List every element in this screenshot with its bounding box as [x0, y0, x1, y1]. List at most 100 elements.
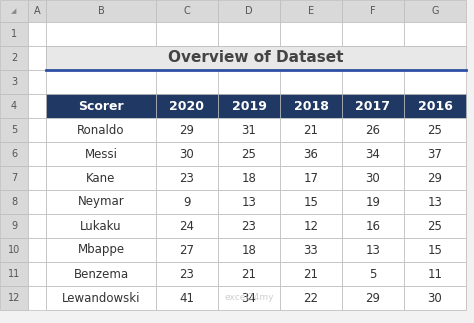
- Bar: [156, 286, 218, 310]
- Text: 30: 30: [180, 148, 194, 161]
- Text: 8: 8: [11, 197, 17, 207]
- Bar: [0, 22, 28, 46]
- Bar: [46, 118, 156, 142]
- Bar: [28, 214, 46, 238]
- Text: 22: 22: [303, 291, 319, 305]
- Text: 1: 1: [11, 29, 17, 39]
- Bar: [404, 142, 466, 166]
- Bar: [156, 118, 218, 142]
- Bar: [218, 166, 280, 190]
- Text: 29: 29: [428, 172, 443, 184]
- Bar: [404, 262, 466, 286]
- Text: 31: 31: [242, 123, 256, 137]
- Bar: [342, 46, 404, 70]
- Bar: [218, 22, 280, 46]
- Bar: [342, 166, 404, 190]
- Bar: [280, 238, 342, 262]
- Text: 25: 25: [428, 123, 442, 137]
- Text: 11: 11: [8, 269, 20, 279]
- Text: 2: 2: [11, 53, 17, 63]
- Bar: [156, 190, 218, 214]
- Bar: [218, 94, 280, 118]
- Bar: [404, 214, 466, 238]
- Bar: [342, 190, 404, 214]
- Text: C: C: [183, 6, 191, 16]
- Text: 2016: 2016: [418, 99, 453, 112]
- Text: Mbappe: Mbappe: [77, 244, 125, 256]
- Bar: [28, 262, 46, 286]
- Text: 23: 23: [180, 267, 194, 280]
- Bar: [156, 214, 218, 238]
- Bar: [404, 238, 466, 262]
- Text: 13: 13: [365, 244, 381, 256]
- Text: Neymar: Neymar: [78, 195, 124, 209]
- Text: 19: 19: [365, 195, 381, 209]
- Bar: [404, 286, 466, 310]
- Text: 25: 25: [242, 148, 256, 161]
- Text: 24: 24: [180, 220, 194, 233]
- Bar: [342, 238, 404, 262]
- Bar: [218, 238, 280, 262]
- Bar: [280, 214, 342, 238]
- Text: G: G: [431, 6, 439, 16]
- Bar: [280, 142, 342, 166]
- Text: 10: 10: [8, 245, 20, 255]
- Bar: [404, 286, 466, 310]
- Text: 15: 15: [428, 244, 442, 256]
- Text: 6: 6: [11, 149, 17, 159]
- Text: 2017: 2017: [356, 99, 391, 112]
- Text: 9: 9: [11, 221, 17, 231]
- Bar: [0, 286, 28, 310]
- Bar: [342, 166, 404, 190]
- Bar: [404, 214, 466, 238]
- Bar: [404, 0, 466, 22]
- Bar: [404, 118, 466, 142]
- Bar: [46, 142, 156, 166]
- Bar: [46, 166, 156, 190]
- Bar: [280, 214, 342, 238]
- Bar: [46, 262, 156, 286]
- Text: 33: 33: [304, 244, 319, 256]
- Bar: [280, 262, 342, 286]
- Bar: [156, 286, 218, 310]
- Bar: [280, 94, 342, 118]
- Bar: [46, 214, 156, 238]
- Text: 34: 34: [365, 148, 381, 161]
- Text: 9: 9: [183, 195, 191, 209]
- Bar: [156, 214, 218, 238]
- Bar: [0, 238, 28, 262]
- Text: 5: 5: [11, 125, 17, 135]
- Bar: [342, 190, 404, 214]
- Bar: [0, 94, 28, 118]
- Bar: [342, 214, 404, 238]
- Text: 30: 30: [428, 291, 442, 305]
- Bar: [0, 0, 28, 22]
- Bar: [218, 214, 280, 238]
- Bar: [280, 70, 342, 94]
- Text: Lukaku: Lukaku: [80, 220, 122, 233]
- Bar: [280, 190, 342, 214]
- Text: 17: 17: [303, 172, 319, 184]
- Bar: [280, 118, 342, 142]
- Bar: [28, 238, 46, 262]
- Text: 13: 13: [428, 195, 442, 209]
- Bar: [404, 166, 466, 190]
- Bar: [218, 94, 280, 118]
- Bar: [404, 70, 466, 94]
- Bar: [404, 142, 466, 166]
- Text: 27: 27: [180, 244, 194, 256]
- Text: 23: 23: [242, 220, 256, 233]
- Bar: [280, 94, 342, 118]
- Bar: [218, 46, 280, 70]
- Text: 5: 5: [369, 267, 377, 280]
- Bar: [156, 94, 218, 118]
- Bar: [404, 190, 466, 214]
- Bar: [46, 0, 156, 22]
- Text: D: D: [245, 6, 253, 16]
- Text: 2020: 2020: [170, 99, 204, 112]
- Bar: [218, 286, 280, 310]
- Bar: [218, 118, 280, 142]
- Bar: [156, 94, 218, 118]
- Bar: [218, 214, 280, 238]
- Text: 4: 4: [11, 101, 17, 111]
